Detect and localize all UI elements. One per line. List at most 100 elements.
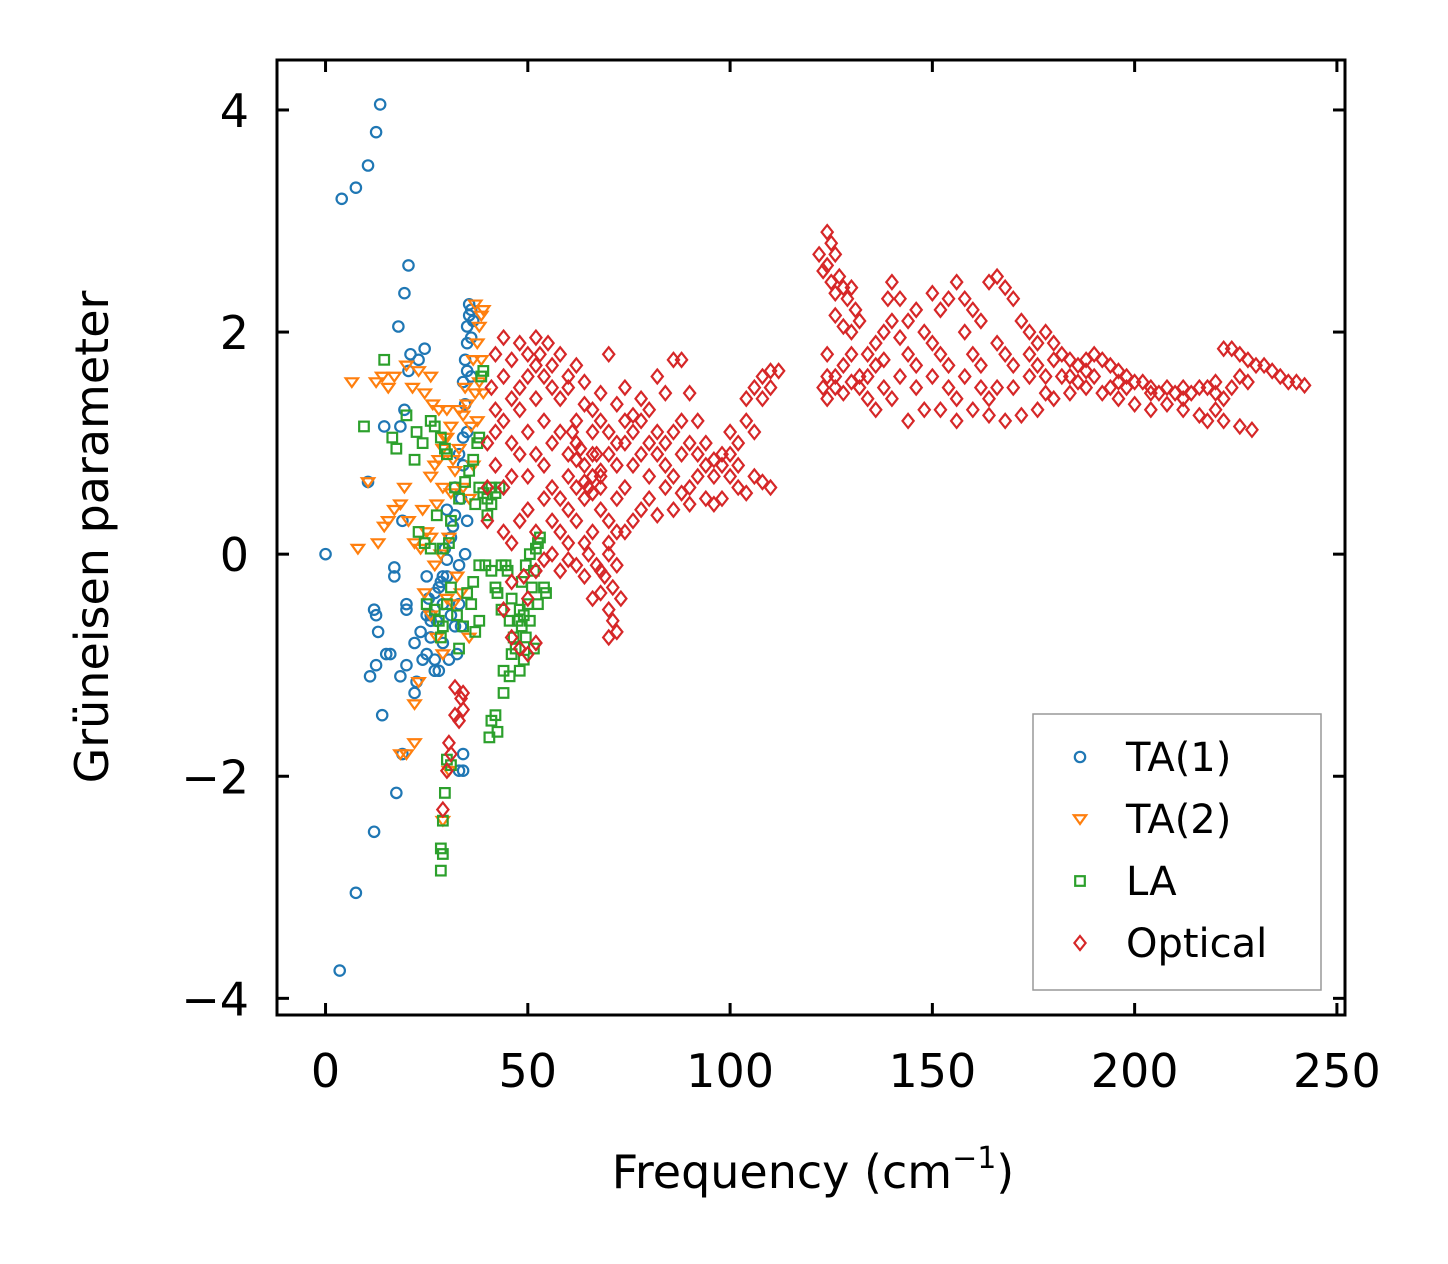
data-point bbox=[601, 345, 616, 364]
data-point bbox=[545, 378, 560, 397]
data-point bbox=[408, 636, 421, 650]
x-tick-label: 100 bbox=[686, 1044, 774, 1098]
data-point bbox=[581, 478, 596, 497]
data-point bbox=[512, 378, 527, 397]
data-point bbox=[706, 467, 721, 486]
data-point bbox=[998, 278, 1013, 297]
data-point bbox=[416, 588, 433, 600]
legend-entry: LA bbox=[1074, 859, 1177, 905]
data-point bbox=[426, 460, 444, 473]
data-point bbox=[723, 423, 738, 441]
data-point bbox=[367, 825, 381, 839]
data-point bbox=[519, 631, 532, 644]
legend-marker bbox=[1072, 934, 1088, 952]
data-point bbox=[650, 506, 665, 525]
data-point bbox=[1030, 401, 1045, 419]
data-point bbox=[333, 964, 347, 977]
data-point bbox=[569, 556, 584, 575]
data-point bbox=[884, 312, 899, 330]
data-point bbox=[674, 351, 689, 369]
data-point bbox=[473, 431, 486, 444]
data-point bbox=[965, 401, 980, 419]
data-point bbox=[512, 445, 527, 463]
data-point bbox=[504, 434, 519, 452]
x-axis-label: Frequency (cm−1) bbox=[612, 1141, 1015, 1199]
data-point bbox=[456, 764, 470, 777]
data-point bbox=[617, 434, 632, 452]
data-point bbox=[361, 159, 375, 172]
data-point bbox=[462, 298, 476, 311]
data-point bbox=[1103, 356, 1118, 375]
data-point bbox=[642, 467, 657, 486]
data-point bbox=[349, 886, 363, 900]
data-point bbox=[593, 462, 608, 480]
data-point bbox=[440, 503, 454, 517]
data-point bbox=[378, 353, 391, 366]
data-point bbox=[467, 453, 480, 466]
data-point bbox=[714, 456, 730, 475]
data-point bbox=[731, 456, 746, 475]
data-point bbox=[488, 423, 503, 441]
data-point bbox=[998, 412, 1013, 430]
data-point bbox=[434, 482, 452, 495]
data-point bbox=[569, 512, 584, 530]
data-point bbox=[634, 412, 649, 430]
data-point bbox=[723, 467, 738, 486]
data-point bbox=[1135, 373, 1150, 391]
data-point bbox=[512, 512, 527, 530]
data-point bbox=[460, 514, 474, 528]
data-point bbox=[828, 367, 843, 386]
data-point bbox=[410, 426, 423, 438]
data-point bbox=[561, 378, 576, 397]
data-point bbox=[577, 373, 592, 391]
data-point bbox=[617, 523, 632, 541]
data-point bbox=[1257, 356, 1272, 375]
data-point bbox=[561, 367, 576, 386]
data-point bbox=[452, 447, 466, 461]
data-point bbox=[461, 587, 474, 599]
data-point bbox=[545, 512, 560, 530]
data-point bbox=[462, 421, 480, 434]
data-point bbox=[569, 356, 584, 375]
series-optical bbox=[435, 223, 1312, 819]
data-point bbox=[852, 312, 867, 330]
data-point bbox=[420, 570, 433, 583]
data-point bbox=[1192, 406, 1207, 425]
data-point bbox=[468, 416, 486, 428]
data-point bbox=[593, 500, 608, 519]
data-point bbox=[367, 377, 385, 389]
data-point bbox=[739, 389, 754, 408]
data-point bbox=[1079, 362, 1094, 380]
legend-marker bbox=[1073, 750, 1087, 764]
data-point bbox=[438, 432, 456, 445]
data-point bbox=[569, 451, 584, 469]
data-point bbox=[965, 301, 980, 319]
data-point bbox=[504, 534, 519, 552]
y-tick-label: 0 bbox=[220, 528, 249, 582]
data-point bbox=[424, 614, 438, 628]
data-point bbox=[1265, 362, 1280, 380]
data-point bbox=[1143, 384, 1158, 402]
data-point bbox=[820, 223, 835, 241]
data-point bbox=[416, 388, 433, 400]
data-point bbox=[485, 498, 498, 511]
data-point bbox=[1046, 351, 1061, 369]
data-point bbox=[577, 567, 592, 586]
data-point bbox=[990, 334, 1005, 352]
data-point bbox=[1111, 389, 1126, 408]
data-point bbox=[520, 345, 535, 364]
data-point bbox=[512, 401, 527, 419]
data-point bbox=[540, 587, 552, 599]
data-point bbox=[601, 512, 616, 530]
data-point bbox=[396, 482, 413, 495]
data-point bbox=[512, 639, 527, 658]
data-point bbox=[820, 345, 835, 364]
data-point bbox=[463, 464, 476, 477]
data-point bbox=[561, 500, 576, 519]
data-point bbox=[601, 600, 616, 619]
data-point bbox=[434, 842, 447, 855]
data-point bbox=[682, 478, 697, 497]
data-point bbox=[973, 356, 988, 375]
data-point bbox=[428, 420, 441, 433]
